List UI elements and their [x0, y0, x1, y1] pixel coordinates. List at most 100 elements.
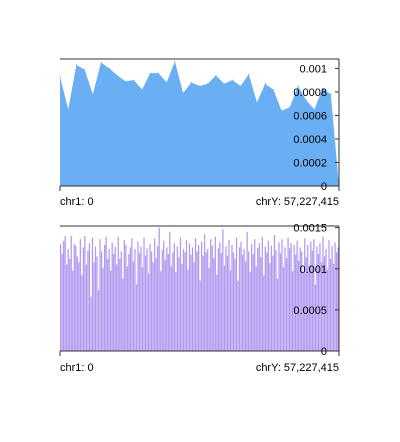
- area-point: [182, 92, 184, 94]
- bar: [314, 284, 317, 351]
- bar: [223, 265, 226, 351]
- bar: [187, 269, 189, 351]
- bar: [117, 236, 119, 351]
- bar: [161, 249, 163, 351]
- bar: [79, 239, 81, 351]
- bar: [111, 242, 113, 351]
- bar: [67, 249, 69, 351]
- area-point: [141, 88, 143, 91]
- bar: [298, 260, 300, 351]
- bar: [185, 239, 188, 351]
- bar: [70, 235, 72, 351]
- bar: [319, 243, 321, 351]
- bar: [255, 266, 257, 351]
- bar: [69, 258, 71, 351]
- bar: [141, 267, 144, 351]
- bar: [63, 240, 65, 351]
- bar: [125, 244, 127, 351]
- bar: [316, 246, 318, 351]
- x-range-start-label: chr1: 0: [60, 196, 94, 208]
- bar: [251, 244, 253, 351]
- bar: [305, 257, 307, 351]
- bar: [103, 244, 106, 351]
- bar: [191, 247, 194, 351]
- bar: [281, 239, 283, 351]
- bar: [244, 261, 247, 351]
- bar: [307, 244, 309, 351]
- bar: [226, 255, 229, 351]
- area-point: [289, 106, 291, 108]
- bar: [323, 256, 326, 351]
- y-tick-label: 0.0005: [293, 305, 327, 317]
- bar: [146, 248, 148, 351]
- bar: [82, 247, 85, 351]
- y-tick-label: 0: [321, 181, 327, 193]
- bar: [120, 251, 122, 351]
- bar: [166, 247, 168, 351]
- bar: [119, 258, 121, 351]
- bar: [100, 251, 103, 351]
- y-tick-label: 0.0002: [293, 157, 327, 169]
- bar: [310, 241, 312, 352]
- bar: [295, 254, 297, 351]
- bar: [207, 249, 209, 351]
- bar: [175, 272, 177, 351]
- bar: [184, 252, 186, 351]
- bar: [220, 253, 222, 351]
- bar: [217, 248, 219, 351]
- bar: [266, 252, 268, 351]
- bar: [248, 251, 250, 351]
- bar: [325, 249, 327, 351]
- area-point: [100, 61, 102, 64]
- bar: [85, 264, 88, 351]
- bar: [276, 278, 279, 351]
- bar: [138, 253, 141, 351]
- bar: [328, 239, 330, 351]
- bar: [137, 241, 139, 352]
- bar: [241, 254, 244, 351]
- bar: [308, 265, 310, 351]
- bar: [72, 270, 74, 351]
- bar: [311, 250, 313, 351]
- bar: [164, 259, 166, 351]
- area-point: [116, 74, 119, 77]
- bar: [170, 266, 172, 351]
- area-point: [133, 79, 135, 81]
- bar: [150, 251, 153, 351]
- bar: [293, 244, 295, 351]
- bar: [149, 244, 151, 351]
- area-point: [174, 60, 176, 62]
- bar: [290, 243, 292, 351]
- area-point: [330, 93, 332, 95]
- bar: [254, 239, 256, 351]
- bar: [282, 267, 285, 351]
- bar: [211, 245, 213, 351]
- area-point: [190, 81, 192, 84]
- area-point: [67, 108, 69, 111]
- area-point: [264, 83, 266, 85]
- area-point: [166, 81, 168, 84]
- bar: [102, 267, 104, 351]
- bar: [78, 262, 80, 351]
- bar: [235, 237, 238, 351]
- area-point: [280, 110, 283, 112]
- x-range-end-label: chrY: 57,227,415: [256, 196, 339, 208]
- bar: [144, 255, 147, 351]
- bar: [182, 249, 185, 351]
- bar: [238, 247, 241, 351]
- bar: [270, 245, 273, 351]
- bar: [176, 246, 179, 351]
- bar: [267, 240, 269, 351]
- bar: [263, 275, 265, 351]
- y-tick-label: 0.0008: [293, 87, 327, 99]
- bar: [213, 258, 215, 351]
- bar: [214, 236, 216, 351]
- bar: [172, 252, 174, 351]
- area-point: [149, 72, 151, 74]
- bar: [228, 239, 230, 351]
- bar: [260, 257, 262, 351]
- bar: [60, 244, 62, 351]
- bar: [194, 238, 197, 351]
- bar: [99, 239, 101, 351]
- bar: [193, 262, 195, 351]
